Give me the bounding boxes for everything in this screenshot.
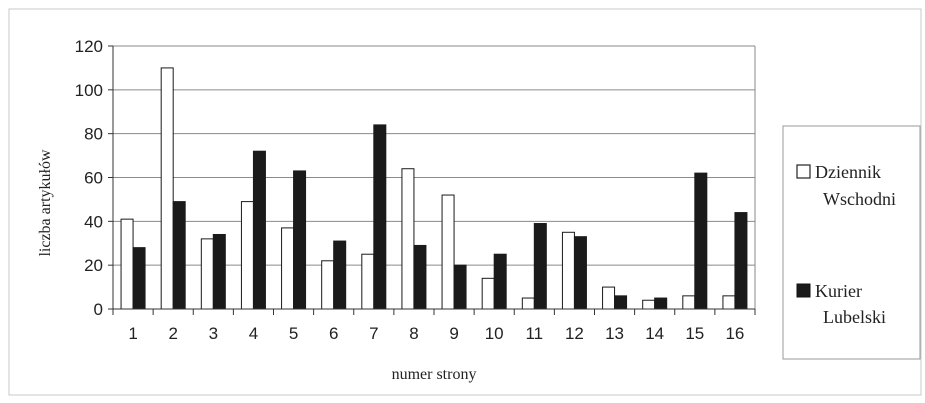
y-tick-label-40: 40: [84, 212, 103, 231]
bar-dziennik-wschodni-9: [441, 194, 455, 310]
x-tick-label-14: 14: [645, 324, 664, 343]
bar-dziennik-wschodni-5: [281, 227, 295, 310]
legend-swatch-kurier: [796, 283, 811, 298]
legend-label-dziennik-line2: Wschodni: [823, 189, 896, 209]
y-tick-labels: 0 20 40 60 80 100 120: [75, 37, 103, 319]
bars: [120, 67, 748, 310]
bar-dziennik-wschodni-10: [481, 277, 495, 310]
bar-dziennik-wschodni-3: [200, 238, 214, 310]
bar-kurier-lubelski-2: [172, 201, 186, 310]
bar-kurier-lubelski-6: [333, 240, 347, 310]
bar-dziennik-wschodni-7: [361, 253, 375, 310]
x-axis-title: numer strony: [392, 366, 477, 383]
y-tick-label-120: 120: [75, 37, 103, 56]
x-tick-label-16: 16: [725, 324, 744, 343]
bar-kurier-lubelski-16: [734, 212, 748, 310]
bar-dziennik-wschodni-8: [401, 168, 415, 310]
y-tick-label-80: 80: [84, 125, 103, 144]
x-tick-label-10: 10: [485, 324, 504, 343]
legend-swatch-dziennik: [796, 164, 811, 179]
bar-kurier-lubelski-14: [654, 297, 668, 310]
x-tick-label-5: 5: [289, 324, 298, 343]
y-tick-label-20: 20: [84, 256, 103, 275]
x-tick-label-2: 2: [168, 324, 177, 343]
bar-kurier-lubelski-11: [533, 223, 547, 310]
bar-dziennik-wschodni-6: [321, 260, 335, 310]
legend-label-kurier-line1: Kurier: [815, 281, 862, 301]
x-tick-label-3: 3: [209, 324, 218, 343]
x-tick-label-13: 13: [605, 324, 624, 343]
x-tick-label-15: 15: [685, 324, 704, 343]
x-tick-label-4: 4: [249, 324, 258, 343]
bar-kurier-lubelski-4: [252, 150, 266, 310]
axes: [108, 45, 756, 315]
bar-kurier-lubelski-7: [373, 124, 387, 310]
legend-label-kurier-line2: Lubelski: [823, 307, 886, 327]
bar-dziennik-wschodni-12: [561, 231, 575, 310]
bar-kurier-lubelski-5: [293, 170, 307, 310]
bar-dziennik-wschodni-1: [120, 218, 134, 310]
bar-kurier-lubelski-15: [694, 172, 708, 310]
y-tick-label-60: 60: [84, 169, 103, 188]
bar-dziennik-wschodni-15: [682, 295, 696, 310]
bar-kurier-lubelski-9: [453, 264, 467, 310]
y-axis-title: liczba artykułów: [37, 149, 54, 257]
x-tick-label-12: 12: [565, 324, 584, 343]
legend-label-dziennik-line1: Dziennik: [815, 162, 881, 182]
bar-kurier-lubelski-10: [493, 253, 507, 310]
bar-dziennik-wschodni-13: [602, 286, 616, 310]
bar-dziennik-wschodni-16: [722, 295, 736, 310]
y-tick-label-0: 0: [94, 300, 103, 319]
x-tick-label-6: 6: [329, 324, 338, 343]
x-tick-label-9: 9: [449, 324, 458, 343]
bar-kurier-lubelski-3: [212, 233, 226, 310]
x-tick-label-11: 11: [525, 324, 543, 343]
bar-kurier-lubelski-12: [573, 236, 587, 310]
bar-dziennik-wschodni-11: [521, 297, 535, 310]
legend: Dziennik Wschodni Kurier Lubelski: [782, 125, 921, 360]
y-tick-label-100: 100: [75, 81, 103, 100]
bar-dziennik-wschodni-14: [642, 299, 656, 310]
bar-kurier-lubelski-13: [614, 295, 628, 310]
x-tick-label-1: 1: [128, 324, 137, 343]
bar-dziennik-wschodni-4: [240, 201, 254, 310]
bar-kurier-lubelski-1: [132, 247, 146, 310]
x-tick-labels: 1 2 3 4 5 6 7 8 9 10 11 12 13 14 15 16: [128, 324, 744, 343]
bar-dziennik-wschodni-2: [160, 67, 174, 310]
x-tick-label-7: 7: [369, 324, 378, 343]
bar-kurier-lubelski-8: [413, 244, 427, 310]
x-tick-label-8: 8: [409, 324, 418, 343]
